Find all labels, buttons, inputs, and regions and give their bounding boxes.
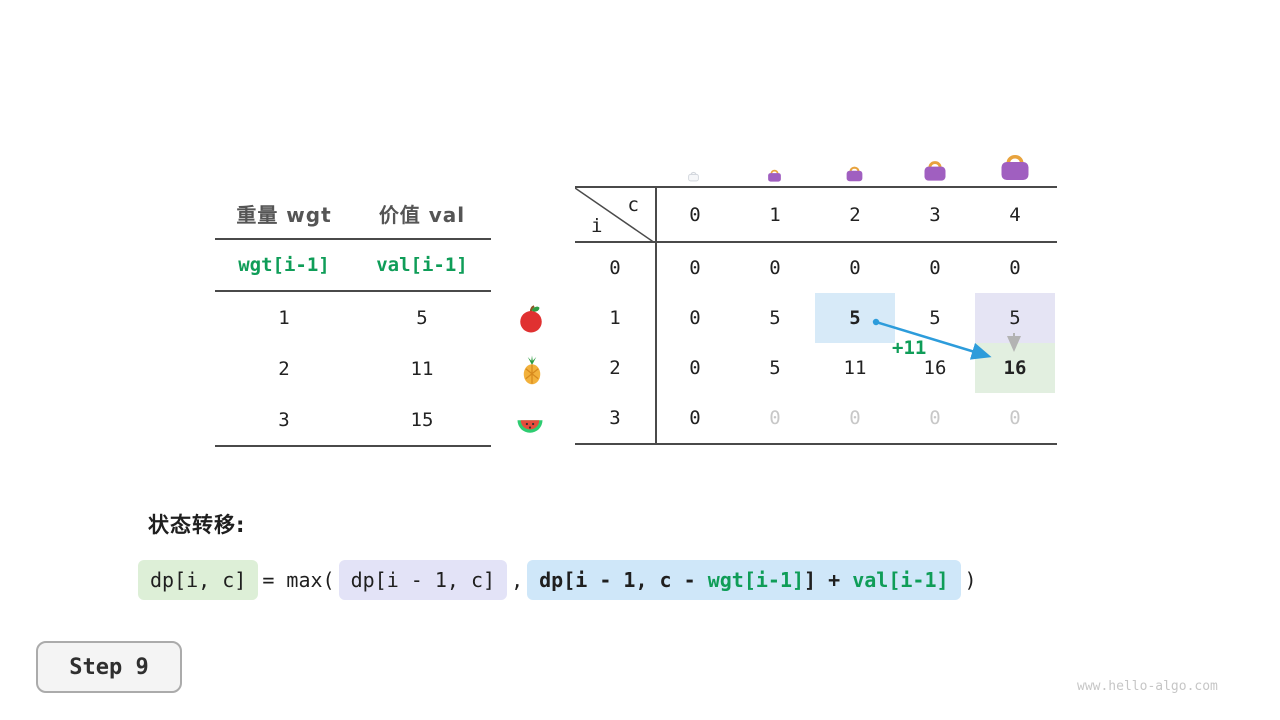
- formula-arg-skip: dp[i - 1, c]: [338, 560, 508, 600]
- dp-corner-cell: c i: [575, 188, 655, 243]
- dp-row-label: 0: [609, 257, 621, 279]
- val-var-label: val[i-1]: [376, 254, 468, 276]
- corner-diagonal-line: [575, 188, 655, 243]
- item-axis-label: i: [591, 215, 603, 237]
- dp-cell: 5: [769, 357, 781, 379]
- dp-cell: 0: [689, 257, 701, 279]
- item-value: 5: [416, 306, 428, 329]
- dp-cell-above-highlight: 5: [975, 293, 1055, 343]
- dp-cell-source-highlight: 5: [815, 293, 895, 343]
- weight-value: 1: [278, 306, 290, 329]
- weights-table-body: 1 5 2 11 3 15: [215, 292, 491, 447]
- dp-col-header: 4: [1009, 203, 1021, 226]
- weights-table-header: 重量 wgt 价值 val: [215, 188, 491, 240]
- dp-cell-pending: 0: [929, 407, 941, 429]
- item-value: 15: [410, 408, 434, 431]
- apple-icon: [516, 304, 546, 334]
- dp-cell: 0: [689, 357, 701, 379]
- dp-cell: 11: [843, 357, 867, 379]
- bag-capacity-1-icon: [766, 166, 783, 183]
- formula-arg-take-prefix: dp[i - 1, c -: [539, 568, 708, 592]
- formula-comma: ,: [511, 568, 524, 592]
- formula-wgt-term: wgt[i-1]: [707, 568, 805, 592]
- dp-col-header: 3: [929, 203, 941, 226]
- formula-val-term: val[i-1]: [852, 568, 949, 592]
- dp-cell: 5: [769, 307, 781, 329]
- wgt-var-label: wgt[i-1]: [238, 254, 330, 276]
- value-added-annotation: +11: [892, 337, 927, 359]
- dp-cell: 5: [929, 307, 941, 329]
- dp-row-0: 0 0 0 0 0 0: [575, 243, 1057, 293]
- dp-cell: 0: [1009, 257, 1021, 279]
- weight-value: 3: [278, 408, 290, 431]
- formula-close-paren: ): [964, 568, 977, 592]
- weight-column-header: 重量 wgt: [236, 202, 332, 227]
- dp-row-2: 2 0 5 11 16 16: [575, 343, 1057, 393]
- dp-cell: 0: [929, 257, 941, 279]
- watermark: www.hello-algo.com: [1077, 679, 1218, 694]
- dp-col-header: 1: [769, 203, 781, 226]
- dp-cell-current-highlight: 16: [975, 343, 1055, 393]
- dp-table-divider: [655, 188, 657, 443]
- dp-cell: 0: [769, 257, 781, 279]
- value-column-header: 价值 val: [378, 202, 466, 227]
- item-value: 11: [410, 357, 434, 380]
- bag-capacity-2-icon: [844, 162, 865, 183]
- dp-table: c i 0 1 2 3 4 0 0 0 0 0 0 1 0 5 5 5 5 2: [575, 186, 1057, 445]
- weights-values-table: 重量 wgt 价值 val wgt[i-1] val[i-1] 1 5 2 11…: [215, 188, 491, 447]
- bag-capacity-0-icon: [687, 169, 700, 182]
- dp-cell: 0: [849, 257, 861, 279]
- table-row: 3 15: [215, 394, 491, 445]
- dp-cell: 0: [689, 407, 701, 429]
- dp-cell-pending: 0: [769, 407, 781, 429]
- weight-value: 2: [278, 357, 290, 380]
- dp-table-header: c i 0 1 2 3 4: [575, 188, 1057, 243]
- formula-lhs: dp[i, c]: [138, 560, 259, 600]
- dp-cell: 0: [689, 307, 701, 329]
- watermelon-icon: [515, 409, 545, 439]
- formula-equals-max: = max(: [262, 568, 335, 592]
- weights-table-var-row: wgt[i-1] val[i-1]: [215, 240, 491, 292]
- dp-row-1: 1 0 5 5 5 5: [575, 293, 1057, 343]
- table-row: 1 5: [215, 292, 491, 343]
- table-row: 2 11: [215, 343, 491, 394]
- capacity-axis-label: c: [627, 194, 639, 216]
- step-badge: Step 9: [36, 641, 182, 693]
- bag-capacity-4-icon: [997, 147, 1033, 183]
- dp-cell-pending: 0: [1009, 407, 1021, 429]
- state-transition-title: 状态转移:: [148, 513, 246, 537]
- dp-cell-pending: 0: [849, 407, 861, 429]
- dp-col-header: 2: [849, 203, 861, 226]
- dp-row-label: 3: [609, 407, 621, 429]
- formula-arg-take: dp[i - 1, c - wgt[i-1]] + val[i-1]: [527, 560, 961, 600]
- dp-col-header: 0: [689, 203, 701, 226]
- bag-capacity-3-icon: [921, 155, 949, 183]
- dp-row-3: 3 0 0 0 0 0: [575, 393, 1057, 443]
- state-transition-formula: dp[i, c] = max( dp[i - 1, c] , dp[i - 1,…: [134, 560, 977, 600]
- pineapple-icon: [517, 355, 547, 385]
- dp-row-label: 1: [609, 307, 621, 329]
- dp-cell: 16: [923, 357, 947, 379]
- formula-arg-take-mid: ] +: [804, 568, 853, 592]
- dp-row-label: 2: [609, 357, 621, 379]
